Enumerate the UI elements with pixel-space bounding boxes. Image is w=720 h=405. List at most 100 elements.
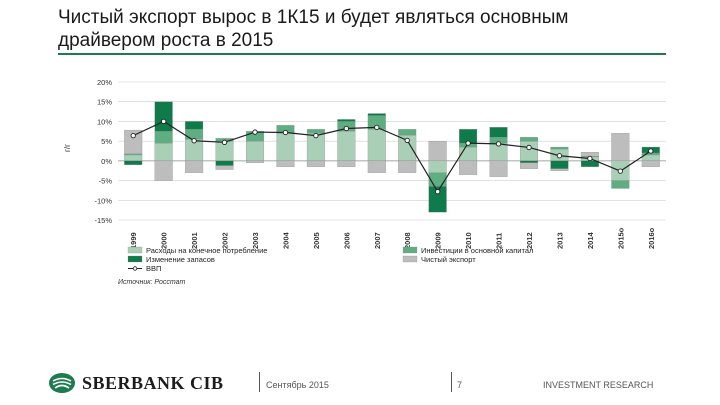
gdp-point xyxy=(404,137,410,144)
bar-segment xyxy=(124,129,143,154)
bar-segment xyxy=(367,113,386,116)
x-tick-label: 2007 xyxy=(373,232,382,249)
footer-divider-2 xyxy=(451,372,452,392)
gdp-point xyxy=(495,141,502,147)
bars-layer xyxy=(124,101,660,213)
gdp-point xyxy=(161,118,167,125)
bar-segment xyxy=(124,160,143,165)
bar-segment xyxy=(185,121,204,130)
bar-segment xyxy=(398,129,417,136)
bar-segment xyxy=(520,137,538,142)
bar-segment xyxy=(306,160,325,167)
gdp-point xyxy=(191,138,197,144)
bar-segment xyxy=(215,165,234,170)
bar-segment xyxy=(398,160,417,173)
bar-segment xyxy=(337,119,356,122)
legend-swatch xyxy=(402,246,418,254)
gdp-point xyxy=(282,129,289,136)
bar-segment xyxy=(154,160,173,181)
bar-segment xyxy=(246,160,264,163)
bar-segment xyxy=(428,140,447,162)
footer-division: INVESTMENT RESEARCH xyxy=(543,380,654,390)
x-tick-label: 2005 xyxy=(312,232,321,249)
bar-segment xyxy=(641,160,660,167)
bar-segment xyxy=(428,160,447,173)
bar-segment xyxy=(520,140,538,162)
bar-segment xyxy=(246,140,264,162)
y-tick-label: 15% xyxy=(97,98,112,107)
x-tick-label: 2001 xyxy=(190,232,199,249)
bar-segment xyxy=(428,172,447,187)
x-tick-label: 2015о xyxy=(616,227,625,249)
gdp-line xyxy=(132,120,652,193)
bar-segment xyxy=(580,152,599,157)
gdp-point xyxy=(556,153,563,159)
y-tick-label: -5% xyxy=(99,177,113,186)
legend-swatch xyxy=(402,255,418,263)
gdp-line-layer xyxy=(130,118,654,195)
x-tick-label: 2000 xyxy=(160,232,169,249)
x-tick-label: 2004 xyxy=(281,231,290,249)
y-axis-label: г/г xyxy=(63,144,72,152)
bar-segment xyxy=(124,154,143,162)
bar-segment xyxy=(337,160,356,167)
legend-label: Инвестиции в основной капитал xyxy=(421,246,533,255)
x-tick-label: 2012 xyxy=(525,232,534,249)
bar-segment xyxy=(185,160,204,173)
slide-title: Чистый экспорт вырос в 1К15 и будет явля… xyxy=(58,6,658,52)
legend-label: Чистый экспорт xyxy=(421,255,476,264)
title-line-1: Чистый экспорт вырос в 1К15 и будет явля… xyxy=(58,7,569,28)
x-tick-label: 2009 xyxy=(434,232,443,249)
x-tick-label: 2006 xyxy=(342,232,351,249)
x-tick-label: 2013 xyxy=(555,232,564,249)
x-tick-label: 2010 xyxy=(464,232,473,249)
source-note: Источник: Росстат xyxy=(118,279,186,286)
bar-segment xyxy=(428,186,447,213)
y-tick-label: 5% xyxy=(101,137,112,146)
x-tick-label: 2016о xyxy=(647,227,656,249)
x-tick-label: 2011 xyxy=(495,233,504,249)
bar-segment xyxy=(276,160,295,167)
gdp-point xyxy=(587,155,593,162)
x-tick-label: 2014 xyxy=(586,231,595,249)
y-tick-label: 10% xyxy=(97,117,112,126)
sberbank-cib-logo: SBERBANK CIB xyxy=(48,372,224,394)
bar-segment xyxy=(611,133,630,162)
footer-date: Сентябрь 2015 xyxy=(266,380,329,390)
bar-segment xyxy=(154,101,173,132)
bar-segment xyxy=(520,160,538,163)
page-number: 7 xyxy=(457,380,463,390)
y-tick-label: 0% xyxy=(101,157,112,166)
title-line-2: драйвером роста в 2015 xyxy=(58,30,274,51)
footer-divider-1 xyxy=(259,372,260,392)
gdp-point xyxy=(374,124,380,130)
gdp-point xyxy=(343,125,349,132)
bar-segment xyxy=(124,153,143,156)
gdp-point xyxy=(313,132,319,139)
bar-segment xyxy=(154,142,173,162)
bar-segment xyxy=(215,160,234,166)
gdp-point xyxy=(221,139,228,145)
legend-label: Изменение запасов xyxy=(146,255,215,264)
legend-swatch xyxy=(127,246,143,254)
bar-segment xyxy=(489,160,508,177)
gdp-point xyxy=(130,132,136,139)
gdp-point xyxy=(617,168,623,174)
gdp-components-chart: -15% -10% -5% 0% 5% 10% 15% 20% г/г 1999 2000 200… xyxy=(58,72,678,287)
x-tick-label: 2008 xyxy=(403,232,412,249)
legend-point-swatch xyxy=(132,266,138,271)
gdp-point xyxy=(465,140,471,146)
bar-segment xyxy=(459,160,478,175)
bar-segment xyxy=(337,131,356,162)
bar-segment xyxy=(306,129,325,134)
bar-segment xyxy=(550,160,569,169)
x-tick-label: 2002 xyxy=(221,232,230,249)
y-axis-ticks: -15% -10% -5% 0% 5% 10% 15% 20% xyxy=(94,78,112,225)
gdp-point xyxy=(648,148,654,154)
legend-label: ВВП xyxy=(146,264,161,273)
title-divider xyxy=(58,53,666,55)
y-tick-label: -15% xyxy=(94,216,112,225)
bar-segment xyxy=(520,162,538,169)
chart-legend: Расходы на конечное потребление Инвестици… xyxy=(127,246,533,273)
bar-segment xyxy=(185,129,204,140)
